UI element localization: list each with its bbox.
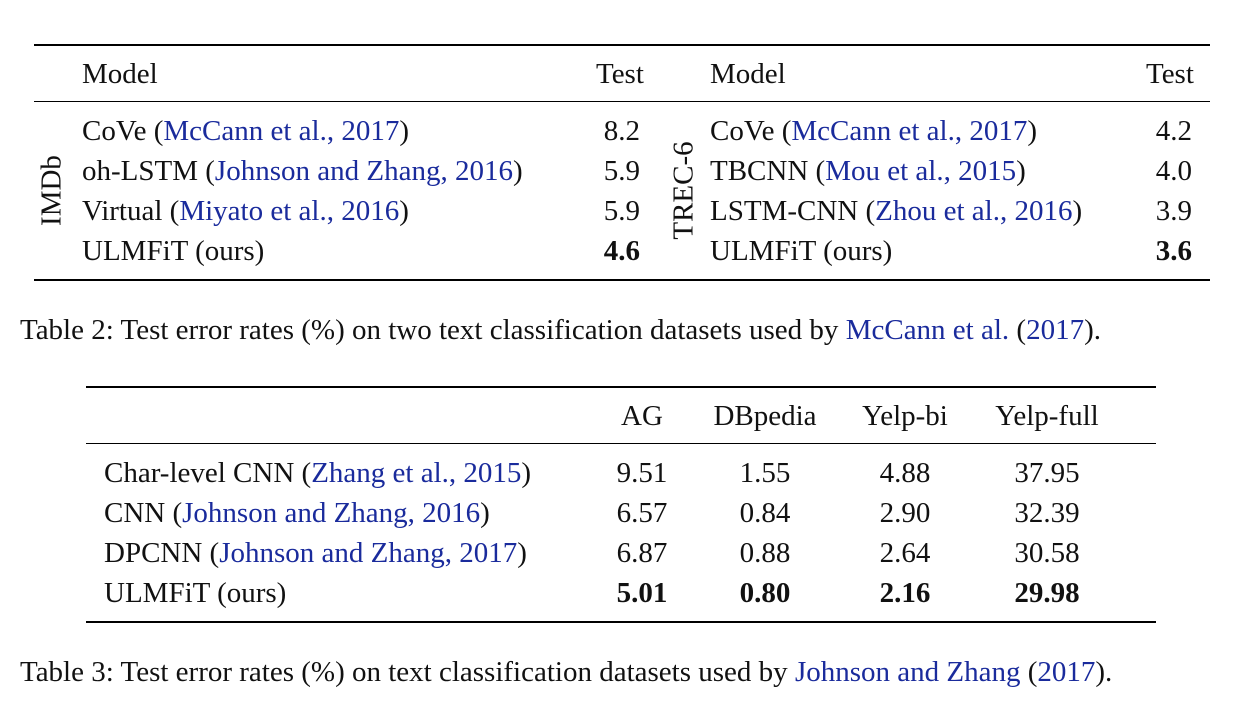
table2-left-model-cell: oh-LSTM (Johnson and Zhang, 2016) [82, 155, 523, 187]
table2-left-model-cell: ULMFiT (ours) [82, 235, 265, 267]
table2-right-value-cell: 4.2 [1155, 115, 1192, 147]
table2-bottom-rule [34, 279, 1210, 281]
table3-value-ag: 6.57 [616, 497, 668, 529]
table3-value-yelp-bi: 4.88 [879, 457, 931, 489]
table2-right-value-cell: 4.0 [1155, 155, 1192, 187]
table3-value-dbpedia: 0.84 [739, 497, 791, 529]
table2-right-header-test: Test [1146, 58, 1194, 90]
table2-right-value-cell: 3.6 [1155, 235, 1192, 267]
table2-left-value-cell: 5.9 [603, 195, 640, 227]
table3-model-cell: DPCNN (Johnson and Zhang, 2017) [104, 537, 527, 569]
table2-left-dataset-label: IMDb [35, 155, 68, 226]
table2-left-value-cell: 5.9 [603, 155, 640, 187]
table2-left-value-cell: 4.6 [603, 235, 640, 267]
table2-header-rule [34, 101, 1210, 102]
table2-right-model-cell: CoVe (McCann et al., 2017) [710, 115, 1038, 147]
table2-right-header-model: Model [710, 58, 786, 90]
citation-link[interactable]: 2017 [1037, 656, 1096, 688]
table2-caption: Table 2: Test error rates (%) on two tex… [20, 314, 1102, 346]
table3-value-dbpedia: 1.55 [739, 457, 791, 489]
table3-value-yelp-full: 37.95 [1014, 457, 1080, 489]
table2-right-dataset-label: TREC-6 [667, 141, 700, 240]
citation-link[interactable]: McCann et al. [845, 314, 1010, 346]
table2-left-value-cell: 8.2 [603, 115, 640, 147]
table3-header-rule [86, 443, 1156, 444]
table3-value-yelp-full: 32.39 [1014, 497, 1080, 529]
table3-value-yelp-bi: 2.90 [879, 497, 931, 529]
citation-link[interactable]: McCann et al., 2017 [163, 115, 400, 147]
table3-value-dbpedia: 0.80 [739, 577, 791, 609]
table3-value-ag: 6.87 [616, 537, 668, 569]
table2-right-model-cell: TBCNN (Mou et al., 2015) [710, 155, 1026, 187]
citation-link[interactable]: Miyato et al., 2016 [179, 195, 400, 227]
table3-model-cell: ULMFiT (ours) [104, 577, 287, 609]
table3-header-yelp-full: Yelp-full [995, 400, 1099, 432]
table3-value-yelp-full: 30.58 [1014, 537, 1080, 569]
table3-header-ag: AG [621, 400, 663, 432]
table2-left-model-cell: CoVe (McCann et al., 2017) [82, 115, 410, 147]
table3-value-dbpedia: 0.88 [739, 537, 791, 569]
table3-value-ag: 5.01 [616, 577, 668, 609]
citation-link[interactable]: Zhang et al., 2015 [311, 457, 522, 489]
citation-link[interactable]: Johnson and Zhang, 2017 [219, 537, 518, 569]
table3-value-ag: 9.51 [616, 457, 668, 489]
table2-top-rule [34, 44, 1210, 46]
citation-link[interactable]: Johnson and Zhang, 2016 [214, 155, 513, 187]
table2-left-model-cell: Virtual (Miyato et al., 2016) [82, 195, 409, 227]
table3-value-yelp-bi: 2.64 [879, 537, 931, 569]
table3-caption: Table 3: Test error rates (%) on text cl… [20, 656, 1113, 688]
table2-left-header-test: Test [596, 58, 644, 90]
table3-value-yelp-bi: 2.16 [879, 577, 931, 609]
table2-left-header-model: Model [82, 58, 158, 90]
citation-link[interactable]: McCann et al., 2017 [791, 115, 1028, 147]
table3-model-cell: Char-level CNN (Zhang et al., 2015) [104, 457, 532, 489]
table3-bottom-rule [86, 621, 1156, 623]
table3-top-rule [86, 386, 1156, 388]
citation-link[interactable]: Johnson and Zhang, 2016 [182, 497, 481, 529]
table3-model-cell: CNN (Johnson and Zhang, 2016) [104, 497, 490, 529]
citation-link[interactable]: Zhou et al., 2016 [875, 195, 1073, 227]
citation-link[interactable]: Mou et al., 2015 [825, 155, 1017, 187]
table2-right-value-cell: 3.9 [1155, 195, 1192, 227]
table2-right-model-cell: LSTM-CNN (Zhou et al., 2016) [710, 195, 1083, 227]
table3-header-yelp-bi: Yelp-bi [862, 400, 948, 432]
citation-link[interactable]: Johnson and Zhang [794, 656, 1021, 688]
table3-value-yelp-full: 29.98 [1014, 577, 1080, 609]
table3-header-dbpedia: DBpedia [713, 400, 817, 432]
table2-right-model-cell: ULMFiT (ours) [710, 235, 893, 267]
citation-link[interactable]: 2017 [1026, 314, 1085, 346]
